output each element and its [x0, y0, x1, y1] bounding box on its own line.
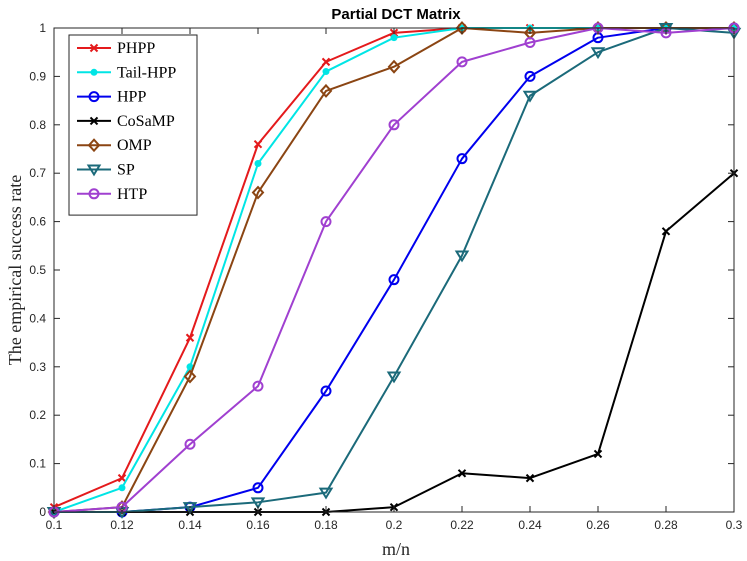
y-tick-label: 0.9	[29, 69, 46, 83]
y-tick-label: 0.3	[29, 360, 46, 374]
legend-box	[68, 34, 198, 216]
x-tick-label: 0.2	[386, 518, 403, 532]
data-point-htp	[456, 56, 468, 68]
legend-marker	[87, 138, 101, 153]
legend-marker	[88, 188, 100, 200]
x-tick-label: 0.3	[726, 518, 743, 532]
y-tick-label: 1	[39, 21, 46, 35]
x-tick-label: 0.14	[178, 518, 202, 532]
data-point-phpp	[185, 333, 195, 342]
y-tick-label: 0.4	[29, 311, 46, 325]
data-point-htp	[252, 380, 264, 392]
data-point-sp	[386, 371, 402, 384]
x-tick-label: 0.18	[314, 518, 338, 532]
legend-item-tail-hpp: Tail-HPP	[77, 64, 176, 81]
legend-label: HPP	[117, 89, 146, 106]
legend-marker	[89, 43, 99, 53]
data-point-tail-hpp	[254, 160, 262, 168]
y-tick-label: 0	[39, 505, 46, 519]
data-point-omp	[387, 59, 401, 74]
legend-marker	[88, 91, 100, 103]
legend: PHPP Tail-HPP HPP CoSaMP OMP SP HTP	[68, 34, 198, 216]
series-line-cosamp	[54, 172, 735, 513]
chart-title: Partial DCT Matrix	[331, 6, 461, 23]
data-point-phpp	[117, 473, 127, 483]
y-axis-label: The empirical success rate	[5, 175, 25, 365]
x-tick-label: 0.28	[654, 518, 678, 532]
data-point-omp	[251, 185, 265, 200]
series-line-sp	[54, 27, 735, 513]
data-point-hpp	[320, 385, 332, 397]
legend-item-phpp: PHPP	[77, 40, 155, 57]
y-tick-label: 0.7	[29, 166, 46, 180]
data-point-omp	[183, 369, 197, 384]
legend-marker	[90, 68, 98, 76]
legend-label: OMP	[117, 137, 152, 154]
data-point-hpp	[252, 482, 264, 494]
legend-marker	[89, 116, 99, 126]
y-tick-label: 0.5	[29, 263, 46, 277]
legend-label: HTP	[117, 186, 147, 203]
data-point-phpp	[321, 57, 331, 67]
data-point-tail-hpp	[186, 363, 194, 371]
x-tick-label: 0.16	[246, 518, 270, 532]
data-point-sp	[318, 487, 334, 500]
y-tick-label: 0.2	[29, 408, 46, 422]
x-axis-label: m/n	[382, 539, 410, 559]
data-point-hpp	[524, 70, 536, 82]
legend-label: CoSaMP	[117, 113, 175, 130]
x-tick-label: 0.26	[586, 518, 610, 532]
x-tick-label: 0.12	[110, 518, 134, 532]
legend-item-htp: HTP	[77, 186, 147, 203]
x-tick-label: 0.22	[450, 518, 474, 532]
series-line-htp	[53, 27, 735, 513]
data-point-hpp	[388, 274, 400, 286]
data-point-sp	[522, 90, 538, 103]
legend-marker	[86, 164, 102, 177]
data-point-tail-hpp	[118, 484, 126, 492]
data-point-htp	[524, 37, 536, 49]
data-point-tail-hpp	[322, 68, 330, 76]
y-tick-label: 0.1	[29, 457, 46, 471]
data-point-cosamp	[525, 473, 535, 483]
data-point-phpp	[253, 139, 263, 149]
y-tick-label: 0.8	[29, 118, 46, 132]
data-point-sp	[454, 250, 470, 263]
data-point-sp	[250, 497, 266, 510]
legend-item-hpp: HPP	[77, 89, 146, 106]
legend-item-cosamp: CoSaMP	[77, 113, 175, 130]
data-point-cosamp	[457, 469, 467, 478]
data-point-htp	[388, 119, 400, 131]
legend-item-omp: OMP	[77, 137, 152, 154]
data-point-htp	[320, 216, 332, 228]
data-point-cosamp	[661, 227, 671, 236]
legend-item-sp: SP	[77, 162, 135, 179]
data-point-tail-hpp	[390, 34, 398, 42]
x-tick-label: 0.1	[46, 518, 63, 532]
data-point-sp	[182, 502, 198, 515]
legend-label: PHPP	[117, 40, 155, 57]
data-point-htp	[184, 438, 196, 450]
x-tick-label: 0.24	[518, 518, 542, 532]
y-tick-label: 0.6	[29, 215, 46, 229]
data-point-cosamp	[593, 449, 603, 459]
data-point-sp	[590, 47, 606, 60]
series-cosamp	[49, 168, 739, 517]
data-point-omp	[319, 83, 333, 98]
legend-label: SP	[117, 162, 135, 179]
legend-label: Tail-HPP	[117, 64, 176, 81]
data-point-hpp	[456, 153, 468, 165]
